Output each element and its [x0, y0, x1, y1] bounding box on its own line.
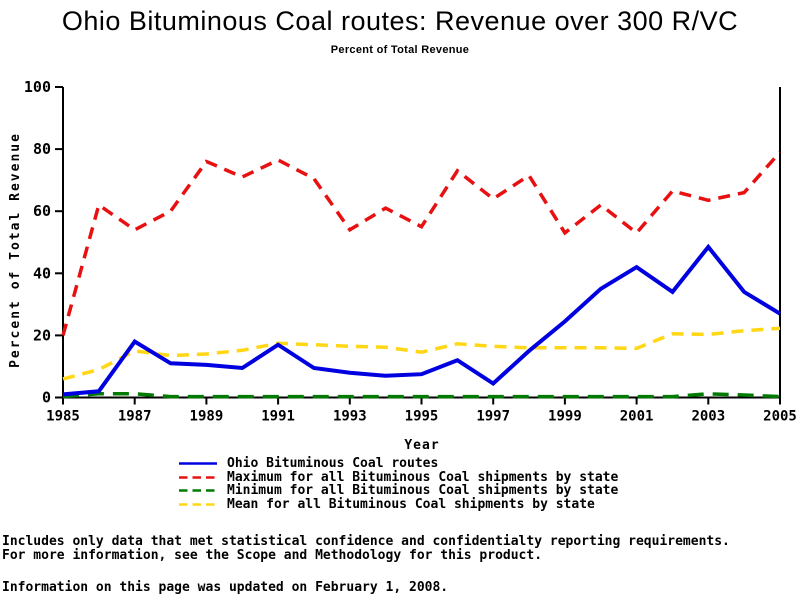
y-tick-label: 80: [33, 140, 51, 158]
legend-label-ohio-routes: Ohio Bituminous Coal routes: [227, 456, 439, 472]
series-line-maximum-for: [61, 151, 782, 336]
legend: Ohio Bituminous Coal routes Maximum for …: [178, 456, 619, 512]
series-line-ohio-bituminous: [62, 243, 782, 397]
legend-item-minimum: Minimum for all Bituminous Coal shipment…: [178, 483, 619, 499]
footnotes: Includes only data that met statistical …: [2, 535, 730, 595]
y-tick-label: 60: [33, 202, 51, 220]
footnote-line-2: For more information, see the Scope and …: [2, 548, 543, 563]
footnote-updated: Information on this page was updated on …: [2, 580, 449, 595]
legend-dashed-line-icon: [179, 489, 217, 492]
y-axis-label: Percent of Total Revenue: [8, 132, 23, 368]
chart-subtitle: Percent of Total Revenue: [330, 44, 470, 56]
legend-solid-line-icon: [179, 462, 217, 465]
x-tick-label: 1993: [333, 409, 367, 425]
legend-label-minimum: Minimum for all Bituminous Coal shipment…: [227, 483, 619, 499]
y-tick-label: 0: [42, 389, 51, 407]
legend-label-mean: Mean for all Bituminous Coal shipments b…: [227, 496, 595, 512]
x-tick-label: 1995: [405, 409, 439, 425]
x-tick-label: 1989: [190, 409, 224, 425]
series-line-minimum-for: [62, 392, 781, 399]
x-tick-label: 1999: [548, 409, 582, 425]
x-tick-label: 1991: [261, 409, 295, 425]
x-tick-label: 2001: [620, 409, 654, 425]
y-tick-label: 20: [33, 326, 51, 344]
legend-item-maximum: Maximum for all Bituminous Coal shipment…: [178, 469, 619, 485]
x-tick-label: 1987: [118, 409, 152, 425]
series-line-mean-for: [62, 326, 781, 381]
y-tick-label: 40: [33, 264, 51, 282]
chart-title: Ohio Bituminous Coal routes: Revenue ove…: [61, 6, 739, 36]
x-axis-label: Year: [404, 438, 440, 453]
x-tick-label: 1997: [476, 409, 510, 425]
x-tick-label: 1985: [46, 409, 80, 425]
legend-dashed-line-icon: [179, 503, 217, 506]
y-tick-label: 100: [24, 78, 51, 96]
legend-label-maximum: Maximum for all Bituminous Coal shipment…: [227, 469, 619, 485]
x-tick-label: 2005: [763, 409, 797, 425]
footnote-line-1: Includes only data that met statistical …: [2, 534, 730, 549]
legend-item-ohio-routes: Ohio Bituminous Coal routes: [178, 456, 618, 472]
x-tick-label: 2003: [691, 409, 725, 425]
legend-item-mean: Mean for all Bituminous Coal shipments b…: [178, 496, 618, 512]
legend-dashed-line-icon: [179, 476, 217, 479]
